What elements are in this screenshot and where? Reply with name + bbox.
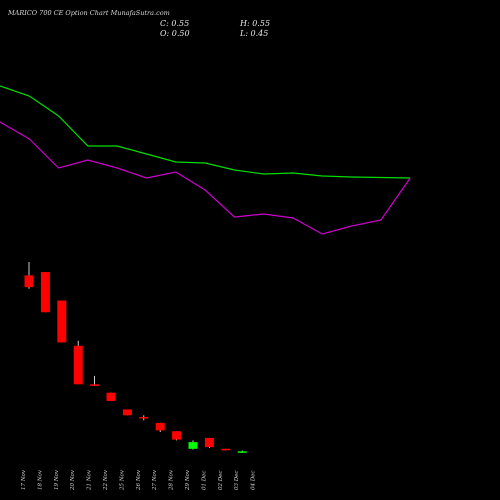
candle-body [139,416,149,419]
x-tick-label: 01 Dec [201,471,207,491]
candle-body [90,384,100,386]
candle-body [204,437,214,448]
x-tick-label: 29 Nov [185,469,191,491]
candle-body [237,451,247,453]
x-tick-label: 25 Nov [119,469,125,491]
x-tick-label: 02 Dec [218,471,224,491]
x-tick-label: 28 Nov [169,469,175,491]
low-value: L: 0.45 [240,29,269,38]
candle-body [24,275,34,288]
chart-title: MARICO 700 CE Option Chart MunafaSutra.c… [8,9,170,17]
ma-fast-line [0,85,411,179]
x-tick-label: 19 Nov [54,469,60,490]
x-tick-label: 17 Nov [21,469,27,490]
x-tick-label: 20 Nov [70,469,76,491]
x-tick-label: 27 Nov [152,469,158,491]
x-tick-label: 03 Dec [234,471,240,491]
candle-body [122,409,132,416]
candle-body [172,431,182,440]
candle-body [221,448,231,451]
candle-body [73,345,83,385]
open-value: O: 0.50 [160,29,190,38]
candle-body [57,300,67,343]
candle-body [155,422,165,431]
x-tick-label: 21 Nov [87,469,93,491]
close-value: C: 0.55 [160,19,190,28]
candle-body [188,442,198,449]
ma-slow-line [0,121,411,235]
x-tick-label: 22 Nov [103,469,109,491]
x-tick-label: 04 Dec [251,471,257,491]
x-tick-label: 18 Nov [37,469,43,490]
candle-body [106,392,116,402]
high-value: H: 0.55 [240,19,271,28]
x-tick-label: 26 Nov [136,469,142,491]
candle-body [40,272,50,313]
